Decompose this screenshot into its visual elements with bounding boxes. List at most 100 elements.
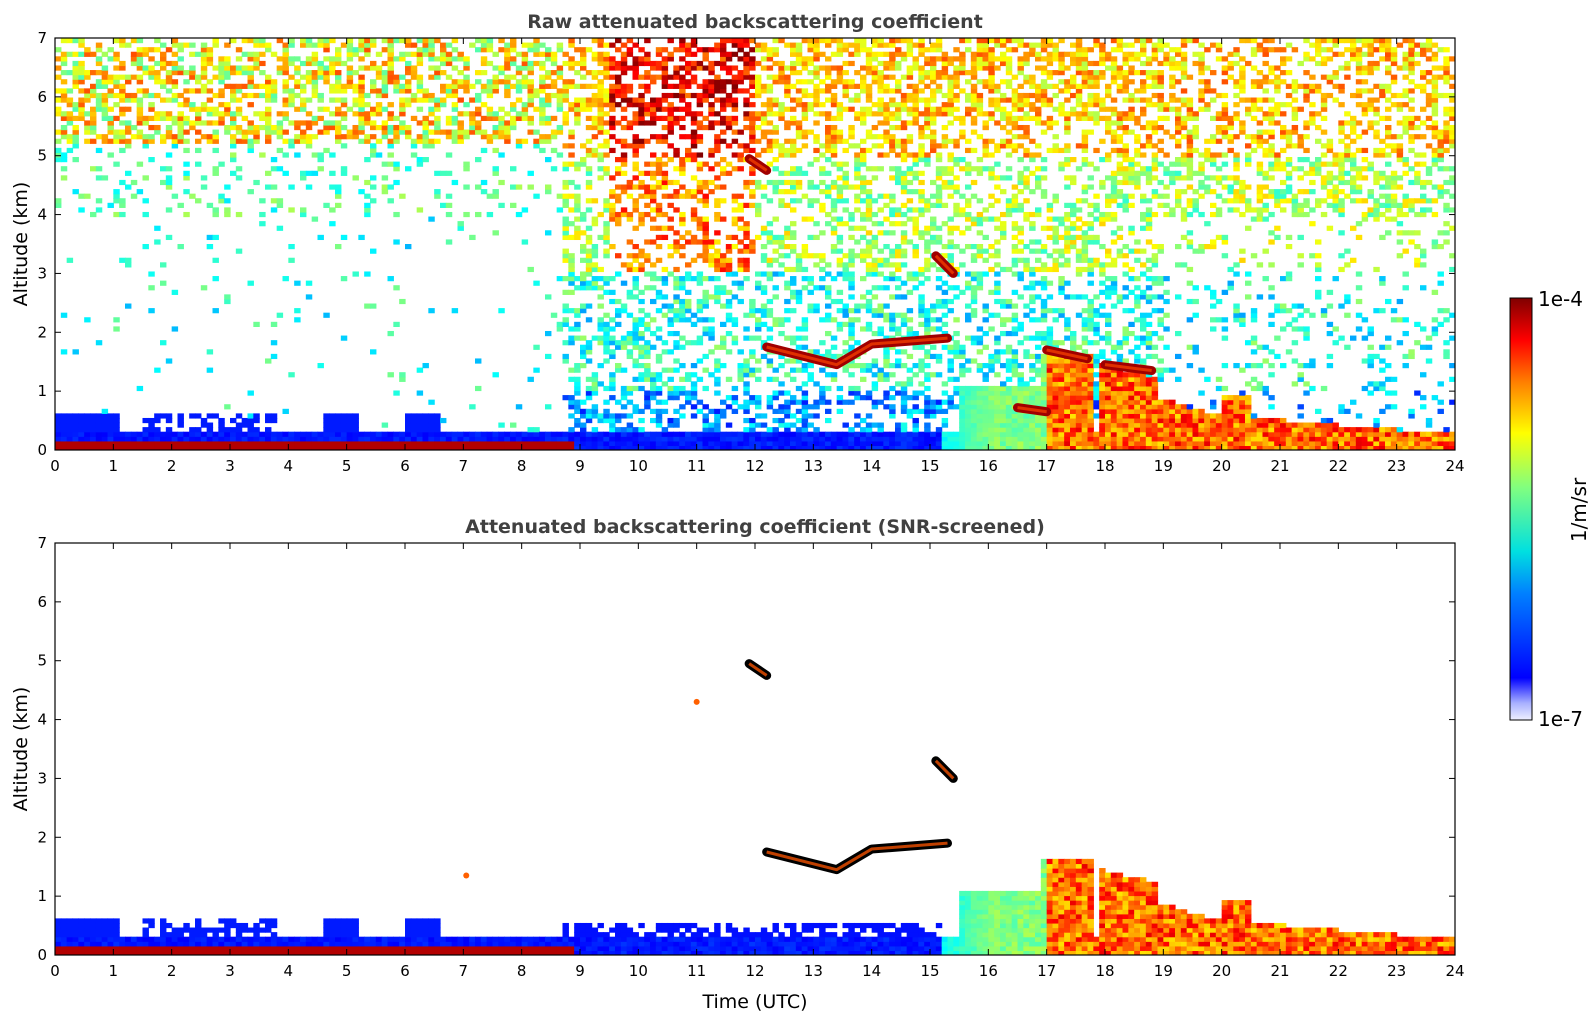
heatmap-cell — [463, 65, 470, 71]
heatmap-cell — [626, 47, 634, 53]
heatmap-cell — [947, 106, 954, 112]
heatmap-cell — [877, 79, 884, 85]
heatmap-cell — [930, 97, 937, 103]
heatmap-cell — [871, 440, 879, 447]
heatmap-cell — [883, 335, 890, 341]
heatmap-cell — [393, 239, 400, 245]
heatmap-cell — [708, 111, 715, 117]
heatmap-cell — [247, 83, 254, 89]
heatmap-cell — [655, 308, 663, 314]
heatmap-cell — [877, 102, 884, 108]
heatmap-cell — [72, 436, 79, 442]
heatmap-cell — [317, 129, 324, 135]
heatmap-cell — [912, 111, 919, 117]
heatmap-cell — [405, 70, 412, 76]
heatmap-cell — [795, 326, 803, 332]
heatmap-cell — [644, 138, 651, 144]
heatmap-cell — [375, 436, 383, 442]
heatmap-cell — [527, 88, 534, 94]
heatmap-cell — [895, 262, 902, 268]
heatmap-cell — [807, 303, 814, 309]
heatmap-cell — [125, 124, 132, 131]
heatmap-cell — [329, 445, 336, 450]
heatmap-cell — [183, 175, 190, 181]
heatmap-cell — [935, 42, 943, 48]
heatmap-cell — [725, 376, 733, 382]
heatmap-cell — [585, 170, 593, 176]
heatmap-cell — [300, 42, 307, 48]
heatmap-cell — [825, 189, 832, 195]
heatmap-cell — [696, 198, 704, 204]
heatmap-cell — [195, 111, 202, 117]
heatmap-cell — [475, 38, 482, 44]
heatmap-cell — [801, 367, 809, 373]
heatmap-cell — [854, 198, 861, 204]
heatmap-cell — [860, 65, 867, 71]
heatmap-cell — [667, 385, 674, 392]
heatmap-cell — [498, 120, 505, 126]
heatmap-cell — [848, 427, 855, 433]
heatmap-cell — [113, 417, 120, 424]
heatmap-cell — [440, 70, 447, 76]
heatmap-cell — [830, 97, 838, 103]
heatmap-cell — [142, 436, 149, 442]
heatmap-cell — [959, 417, 966, 424]
heatmap-cell — [790, 166, 797, 172]
heatmap-cell — [574, 408, 581, 414]
heatmap-cell — [422, 143, 429, 149]
heatmap-cell — [714, 161, 721, 167]
heatmap-cell — [539, 120, 546, 126]
heatmap-cell — [877, 427, 884, 433]
heatmap-cell — [370, 83, 377, 89]
heatmap-cell — [749, 308, 756, 314]
heatmap-cell — [953, 97, 960, 103]
heatmap-cell — [218, 422, 225, 428]
heatmap-cell — [626, 294, 634, 300]
heatmap-cell — [212, 257, 219, 263]
heatmap-cell — [510, 436, 517, 442]
heatmap-cell — [241, 436, 249, 442]
heatmap-cell — [924, 97, 931, 103]
heatmap-cell — [574, 193, 581, 199]
heatmap-cell — [422, 88, 429, 94]
heatmap-cell — [527, 42, 534, 48]
heatmap-cell — [160, 83, 167, 89]
heatmap-cell — [84, 92, 91, 99]
heatmap-cell — [90, 422, 97, 428]
heatmap-cell — [556, 42, 564, 48]
heatmap-cell — [970, 445, 978, 450]
heatmap-cell — [813, 147, 820, 154]
heatmap-cell — [720, 157, 727, 163]
heatmap-cell — [947, 102, 954, 108]
heatmap-cell — [784, 234, 791, 241]
heatmap-cell — [667, 431, 674, 437]
heatmap-cell — [504, 56, 511, 62]
heatmap-cell — [970, 74, 978, 80]
heatmap-cell — [953, 47, 960, 53]
heatmap-cell — [889, 166, 896, 172]
heatmap-cell — [136, 56, 144, 62]
heatmap-cell — [743, 276, 750, 282]
heatmap-cell — [737, 440, 744, 447]
heatmap-cell — [865, 211, 873, 218]
heatmap-cell — [463, 83, 470, 89]
heatmap-cell — [387, 60, 394, 67]
heatmap-cell — [375, 74, 383, 80]
heatmap-cell — [66, 427, 74, 433]
heatmap-cell — [585, 436, 593, 442]
heatmap-cell — [947, 193, 954, 199]
heatmap-cell — [539, 436, 546, 442]
heatmap-cell — [492, 115, 499, 121]
heatmap-cell — [469, 124, 476, 131]
heatmap-cell — [813, 427, 820, 433]
heatmap-cell — [865, 413, 873, 419]
heatmap-cell — [778, 79, 785, 85]
heatmap-cell — [924, 106, 931, 112]
heatmap-cell — [218, 120, 225, 126]
heatmap-cell — [644, 202, 651, 208]
heatmap-cell — [113, 138, 120, 144]
heatmap-cell — [597, 294, 604, 300]
heatmap-cell — [591, 408, 599, 414]
heatmap-cell — [696, 340, 704, 346]
heatmap-cell — [521, 102, 529, 108]
